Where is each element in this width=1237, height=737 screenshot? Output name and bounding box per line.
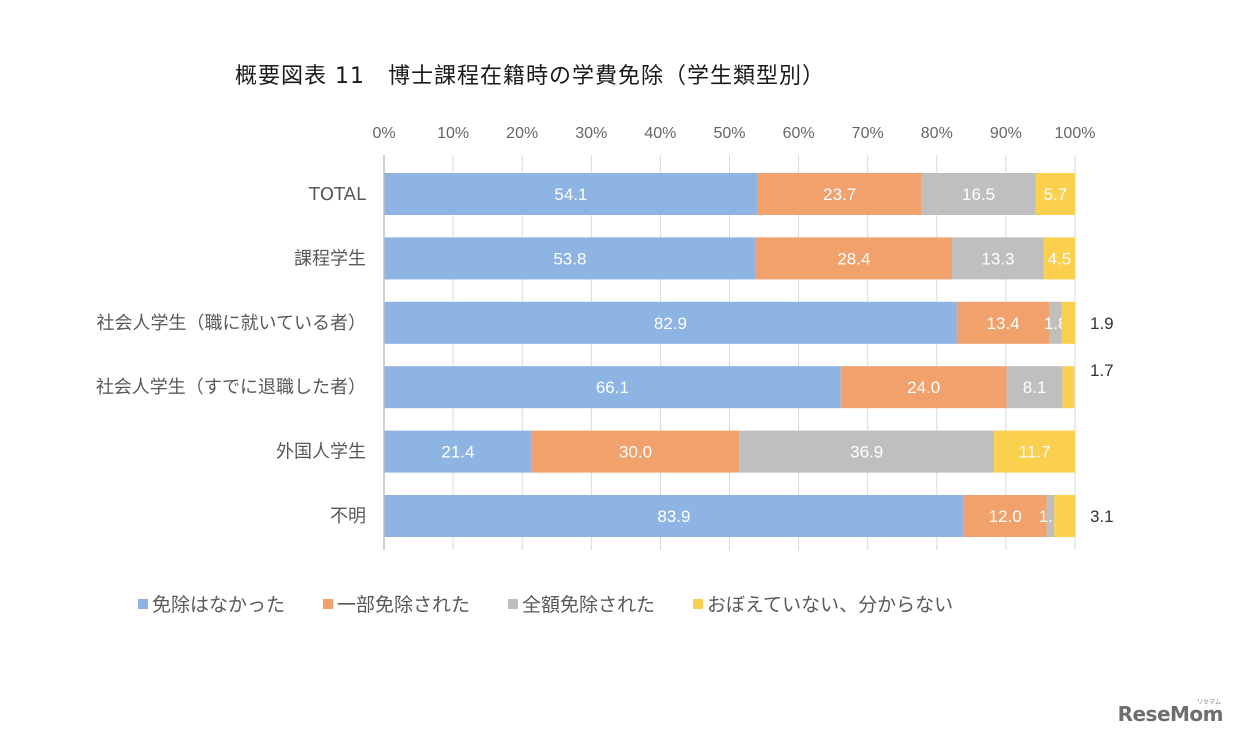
data-label: 5.7 [1043,185,1067,204]
bar-segment [384,495,964,537]
bar-segment [1049,301,1062,344]
bar-segment [952,237,1044,280]
x-axis-ticks: 0% 10% 20% 30% 40% 50% 60% 70% 80% 90% 100% [372,125,1095,142]
bar-segment [384,237,756,280]
legend-item: おぼえていない、分からない [693,590,953,617]
data-label: 66.1 [596,378,629,397]
category-label: 社会人学生（すでに退職した者） [96,377,366,398]
bar-segment [384,173,758,215]
bar-segment [994,430,1075,473]
category-label: 外国人学生 [276,442,366,463]
bar-segment [840,366,1007,409]
legend-label: 免除はなかった [152,594,286,616]
bar-segment [384,430,532,473]
x-tick-label: 10% [437,125,469,142]
x-tick-label: 20% [506,125,538,142]
legend-swatch [323,598,334,609]
category-label: 社会人学生（職に就いている者） [97,313,366,334]
data-label: 13.4 [987,314,1020,333]
legend-item: 全額免除された [508,590,655,617]
data-label: 12.0 [989,507,1022,526]
data-label: 13.3 [981,249,1014,268]
data-label: 36.9 [850,443,883,462]
category-label: 不明 [330,506,366,527]
category-label: TOTAL [308,184,366,205]
data-label-outside: 3.1 [1090,507,1114,526]
bar-segment [963,495,1047,537]
legend-swatch [138,598,148,609]
bar-segment [1062,366,1075,409]
data-label: 54.1 [554,185,587,204]
data-label: 11.7 [1019,443,1051,462]
bar-segment [755,237,953,280]
bar-segment [1035,173,1075,215]
bar-segment [1043,237,1075,280]
chart-title: 概要図表 11 博士課程在籍時の学費免除（学生類型別） [235,64,825,89]
x-tick-label: 60% [783,125,815,142]
data-label: 82.9 [654,314,687,333]
data-label: 53.8 [553,249,586,268]
x-tick-label: 50% [713,125,745,142]
legend-item: 一部免除された [323,590,470,617]
bar-segment [1006,366,1063,409]
data-label: 1.8 [1044,314,1068,333]
data-label: 83.9 [657,507,690,526]
data-label: 8.1 [1023,378,1047,397]
x-tick-label: 40% [644,125,676,142]
bar-segment [739,430,995,473]
data-label: 21.4 [441,443,474,462]
bar-segment [921,173,1036,215]
bar-segment [1054,495,1076,537]
x-tick-label: 100% [1055,125,1096,142]
brand-logo: ReseMom [1117,702,1224,726]
bar-segment [531,430,740,473]
bar-segment [956,301,1050,344]
brand-logo-kana: リセマム [1196,699,1221,706]
bar-segment [1046,495,1055,537]
legend-item: 免除はなかった [138,590,285,617]
legend-label: おぼえていない、分からない [707,594,954,616]
data-label: 16.5 [962,185,995,204]
bar-segment [1061,301,1075,344]
bar-segment [757,173,922,215]
legend-swatch [693,598,704,609]
x-tick-label: 30% [575,125,607,142]
data-label: 4.5 [1048,249,1072,268]
data-label: 28.4 [837,249,870,268]
legend-label: 全額免除された [522,594,656,616]
data-label: 24.0 [907,378,940,397]
data-label-outside: 1.7 [1090,361,1114,380]
gridlines [452,155,1076,550]
bar-segment [384,366,841,409]
category-label: 課程学生 [294,248,366,269]
x-tick-label: 90% [990,125,1022,142]
bars: 54.1 23.7 16.5 5.7 53.8 28.4 13.3 4.5 82.9 13.4 1.… [384,173,1114,537]
data-label: 30.0 [619,443,652,462]
x-tick-label: 80% [921,125,953,142]
data-label: 23.7 [823,185,856,204]
bar-segment [384,301,957,344]
x-tick-label: 70% [852,125,884,142]
x-tick-label: 0% [372,125,395,142]
data-label-outside: 1.9 [1090,314,1114,333]
legend-swatch [508,598,519,609]
legend-label: 一部免除された [337,594,471,616]
legend: 免除はなかった 一部免除された 全額免除された おぼえていない、分からない [138,590,953,617]
